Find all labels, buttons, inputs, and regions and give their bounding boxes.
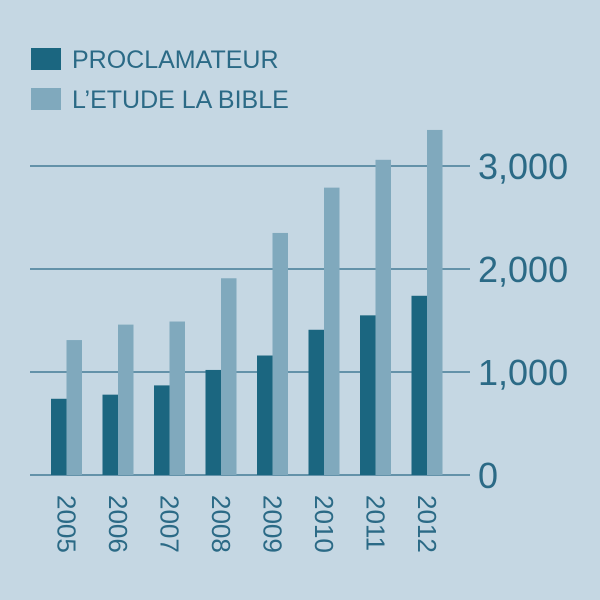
legend-swatch xyxy=(31,48,61,70)
bar-proclamateur-2010 xyxy=(308,329,324,475)
x-tick-label: 2005 xyxy=(52,495,82,553)
legend-swatch xyxy=(31,88,61,110)
bar-proclamateur-2011 xyxy=(360,315,376,475)
bar-etude-2008 xyxy=(221,278,237,475)
bar-proclamateur-2008 xyxy=(205,369,221,475)
bar-etude-2007 xyxy=(169,321,185,475)
bar-etude-2005 xyxy=(66,340,82,475)
y-tick-label: 0 xyxy=(478,455,498,496)
y-tick-label: 2,000 xyxy=(478,249,568,290)
x-tick-label: 2006 xyxy=(103,495,133,553)
x-tick-label: 2007 xyxy=(155,495,185,553)
x-tick-label: 2008 xyxy=(206,495,236,553)
legend-label: PROCLAMATEUR xyxy=(72,46,279,74)
bar-proclamateur-2009 xyxy=(257,355,273,475)
bar-etude-2011 xyxy=(375,159,391,475)
bar-proclamateur-2007 xyxy=(154,385,170,475)
bar-etude-2010 xyxy=(324,187,340,475)
bar-etude-2012 xyxy=(427,129,443,475)
bar-proclamateur-2005 xyxy=(51,398,67,475)
x-tick-label: 2011 xyxy=(361,495,391,551)
bar-etude-2006 xyxy=(118,324,134,475)
bar-proclamateur-2006 xyxy=(102,394,118,475)
x-tick-label: 2009 xyxy=(258,495,288,553)
legend-label: L’ETUDE LA BIBLE xyxy=(72,86,289,114)
y-tick-label: 3,000 xyxy=(478,146,568,187)
bar-etude-2009 xyxy=(272,232,288,475)
x-tick-label: 2012 xyxy=(412,495,442,553)
bar-proclamateur-2012 xyxy=(411,295,427,475)
x-tick-label: 2010 xyxy=(309,495,339,553)
y-tick-label: 1,000 xyxy=(478,352,568,393)
